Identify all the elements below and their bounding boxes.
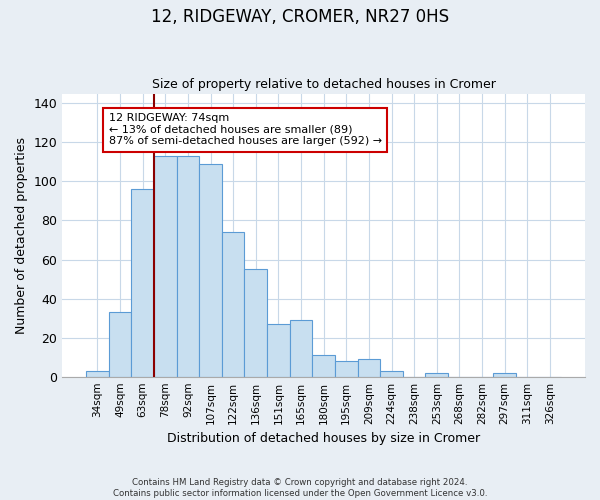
- Bar: [380, 371, 403, 376]
- Title: Size of property relative to detached houses in Cromer: Size of property relative to detached ho…: [152, 78, 496, 91]
- Bar: [267, 324, 290, 376]
- Bar: [154, 156, 176, 376]
- Bar: [176, 156, 199, 376]
- Bar: [86, 371, 109, 376]
- Bar: [131, 189, 154, 376]
- Text: 12 RIDGEWAY: 74sqm
← 13% of detached houses are smaller (89)
87% of semi-detache: 12 RIDGEWAY: 74sqm ← 13% of detached hou…: [109, 113, 382, 146]
- X-axis label: Distribution of detached houses by size in Cromer: Distribution of detached houses by size …: [167, 432, 480, 445]
- Bar: [290, 320, 313, 376]
- Bar: [493, 373, 516, 376]
- Bar: [222, 232, 244, 376]
- Bar: [425, 373, 448, 376]
- Bar: [358, 359, 380, 376]
- Bar: [109, 312, 131, 376]
- Bar: [335, 361, 358, 376]
- Text: Contains HM Land Registry data © Crown copyright and database right 2024.
Contai: Contains HM Land Registry data © Crown c…: [113, 478, 487, 498]
- Text: 12, RIDGEWAY, CROMER, NR27 0HS: 12, RIDGEWAY, CROMER, NR27 0HS: [151, 8, 449, 26]
- Bar: [199, 164, 222, 376]
- Bar: [244, 270, 267, 376]
- Bar: [313, 355, 335, 376]
- Y-axis label: Number of detached properties: Number of detached properties: [15, 136, 28, 334]
